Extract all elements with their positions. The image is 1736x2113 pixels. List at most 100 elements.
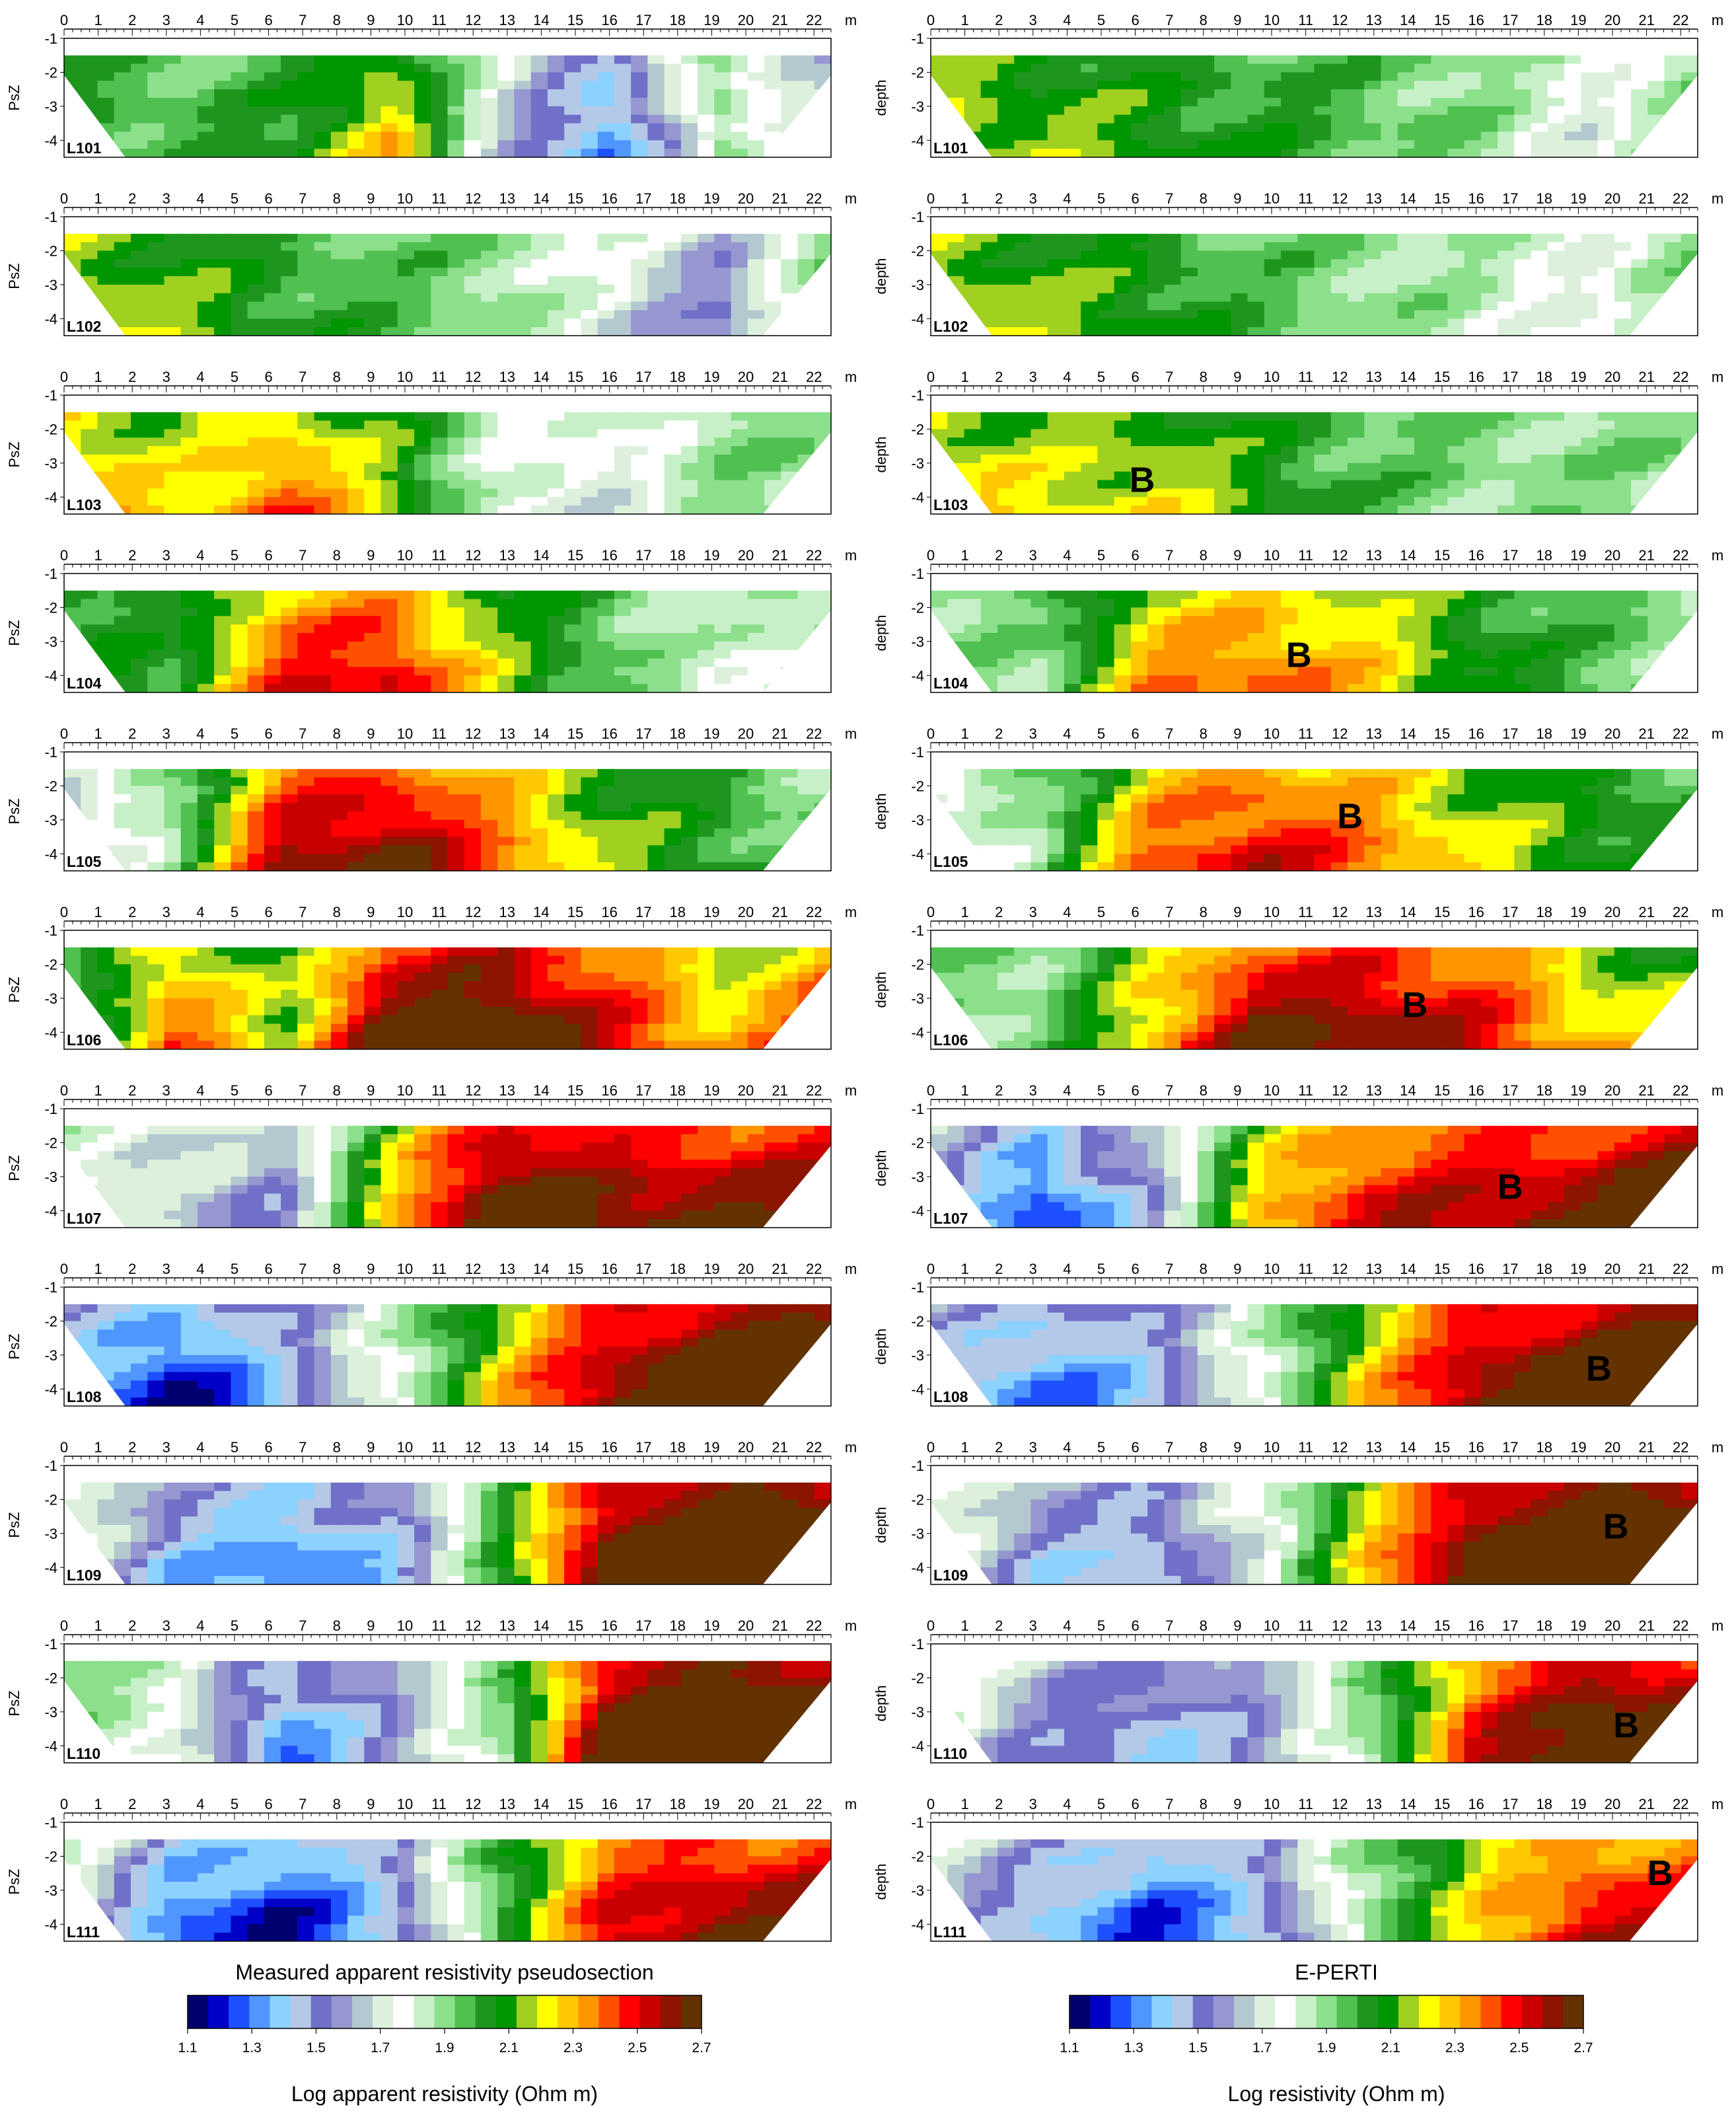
heatmap-cell	[547, 284, 565, 294]
heatmap-cell	[231, 455, 248, 464]
x-tick-label: 11	[1298, 369, 1313, 385]
heatmap-cell	[497, 658, 515, 668]
heatmap-cell	[1531, 106, 1548, 116]
heatmap-cell	[747, 259, 765, 268]
heatmap-cell	[114, 242, 131, 252]
heatmap-cell	[514, 276, 532, 285]
heatmap-cell	[597, 242, 615, 252]
heatmap-cell	[1031, 420, 1048, 430]
heatmap-cell	[1264, 106, 1282, 116]
heatmap-cell	[1081, 114, 1099, 124]
heatmap-cell	[1347, 455, 1365, 464]
heatmap-cell	[530, 455, 548, 464]
heatmap-cell	[1214, 455, 1232, 464]
heatmap-cell	[947, 242, 965, 252]
heatmap-cell	[1231, 437, 1248, 447]
heatmap-cell	[781, 420, 799, 430]
heatmap-cell	[1281, 72, 1299, 82]
x-tick-label: 12	[465, 547, 481, 564]
heatmap-cell	[980, 488, 998, 498]
heatmap-cell	[781, 463, 799, 472]
heatmap-cell	[147, 72, 165, 82]
heatmap-cell	[1164, 455, 1182, 464]
heatmap-cell	[1364, 123, 1382, 133]
heatmap-cell	[364, 497, 382, 506]
heatmap-cell	[1130, 149, 1148, 157]
heatmap-cell	[747, 233, 765, 243]
heatmap-cell	[1214, 233, 1232, 243]
x-tick-label: 9	[1233, 547, 1241, 564]
heatmap-cell	[380, 471, 398, 481]
heatmap-cell	[814, 250, 831, 260]
heatmap-cell	[1014, 675, 1032, 685]
heatmap-cell	[1664, 250, 1682, 260]
heatmap-cell	[364, 149, 382, 157]
heatmap-cell	[297, 293, 315, 303]
heatmap-cell	[980, 242, 998, 252]
heatmap-cell	[814, 149, 831, 157]
heatmap-cell	[314, 242, 332, 252]
heatmap-cell	[1397, 455, 1415, 464]
heatmap-cell	[464, 624, 482, 634]
heatmap-cell	[1314, 123, 1332, 133]
heatmap-cell	[1381, 429, 1398, 439]
heatmap-cell	[231, 624, 248, 634]
heatmap-cell	[1330, 293, 1348, 303]
heatmap-cell	[1264, 114, 1282, 124]
heatmap-cell	[397, 420, 415, 430]
heatmap-cell	[964, 63, 982, 73]
heatmap-cell	[1231, 98, 1248, 107]
heatmap-cell	[1064, 72, 1081, 82]
heatmap-cell	[147, 327, 165, 336]
heatmap-cell	[147, 412, 165, 422]
heatmap-cell	[647, 446, 665, 455]
heatmap-cell	[1164, 471, 1182, 481]
heatmap-cell	[1014, 268, 1032, 277]
heatmap-cell	[480, 310, 499, 320]
heatmap-cell	[1631, 310, 1649, 320]
heatmap-cell	[647, 276, 665, 285]
heatmap-cell	[547, 259, 565, 268]
heatmap-cell	[180, 123, 198, 133]
heatmap-cell	[714, 114, 732, 124]
heatmap-cell	[631, 446, 649, 455]
heatmap-cell	[947, 412, 965, 422]
heatmap-cell	[698, 131, 715, 141]
heatmap-cell	[81, 89, 98, 98]
heatmap-cell	[714, 268, 732, 277]
heatmap-cell	[781, 310, 799, 320]
heatmap-cell	[347, 131, 365, 141]
heatmap-cell	[1414, 412, 1431, 422]
heatmap-cell	[1314, 140, 1332, 149]
heatmap-cell	[330, 599, 348, 609]
heatmap-cell	[1247, 463, 1265, 472]
heatmap-cell	[1681, 276, 1698, 285]
heatmap-cell	[514, 641, 532, 651]
heatmap-cell	[147, 505, 165, 514]
heatmap-cell	[1014, 616, 1032, 625]
heatmap-cell	[447, 420, 465, 430]
heatmap-cell	[564, 318, 582, 328]
heatmap-cell	[1647, 412, 1665, 422]
heatmap-cell	[1381, 72, 1398, 82]
heatmap-cell	[380, 420, 398, 430]
heatmap-cell	[731, 463, 748, 472]
heatmap-cell	[614, 149, 632, 157]
heatmap-cell	[164, 412, 182, 422]
heatmap-cell	[1214, 301, 1232, 311]
heatmap-cell	[797, 89, 815, 98]
heatmap-cell	[698, 488, 715, 498]
heatmap-cell	[714, 684, 732, 692]
heatmap-cell	[747, 131, 765, 141]
heatmap-cell	[347, 284, 365, 294]
heatmap-cell	[1314, 233, 1332, 243]
heatmap-cell	[547, 497, 565, 506]
heatmap-cell	[1531, 480, 1548, 490]
heatmap-cell	[1597, 293, 1615, 303]
x-tick-label: 6	[264, 369, 272, 385]
heatmap-cell	[1498, 63, 1515, 73]
heatmap-cell	[1164, 63, 1182, 73]
heatmap-cell	[1114, 55, 1132, 65]
heatmap-cell	[1164, 98, 1182, 107]
heatmap-cell	[530, 633, 548, 642]
